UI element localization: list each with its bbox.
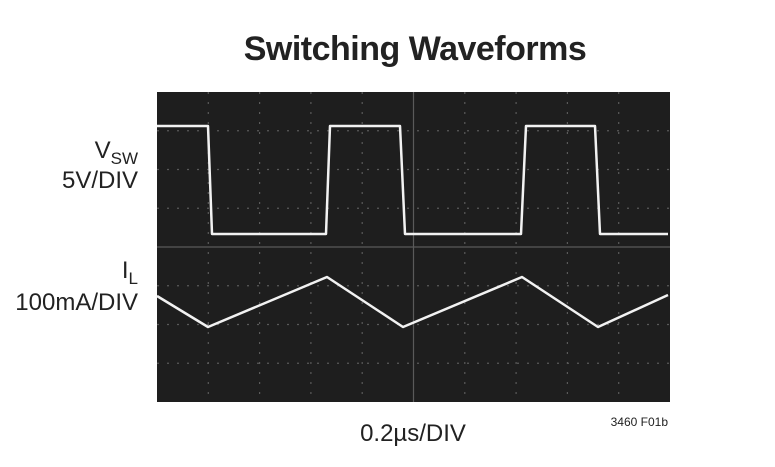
trace-symbol: V (95, 137, 111, 164)
trace-subscript: L (129, 269, 138, 288)
il-scale: 100mA/DIV (15, 289, 138, 316)
figure-id: 3460 F01b (611, 415, 669, 429)
time-scale: 0.2µs/DIV (360, 420, 466, 447)
vsw-label: VSW (95, 137, 138, 168)
switch-voltage-trace (157, 124, 668, 236)
trace-subscript: SW (111, 149, 138, 168)
waveforms (156, 124, 669, 329)
inductor-current-trace (156, 275, 669, 329)
vsw-scale: 5V/DIV (62, 167, 138, 194)
trace-symbol: I (122, 257, 129, 284)
il-label: IL (122, 257, 138, 288)
title: Switching Waveforms (244, 30, 587, 68)
